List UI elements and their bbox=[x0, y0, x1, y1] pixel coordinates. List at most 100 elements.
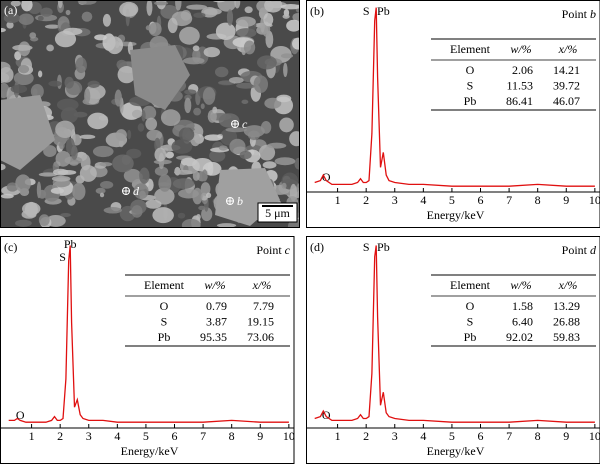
particle bbox=[30, 84, 44, 99]
particle bbox=[253, 75, 269, 94]
particle bbox=[75, 57, 87, 74]
particle bbox=[38, 172, 58, 177]
x-tick-label: 8 bbox=[535, 193, 541, 207]
particle bbox=[239, 150, 252, 160]
particle bbox=[235, 16, 256, 27]
particle bbox=[40, 7, 53, 17]
particle bbox=[14, 51, 22, 61]
point-title: Point b bbox=[562, 7, 596, 21]
particle bbox=[0, 27, 6, 33]
table-cell: O bbox=[466, 299, 475, 313]
particle bbox=[6, 182, 19, 192]
sem-image bbox=[0, 0, 300, 228]
particle bbox=[177, 212, 186, 219]
particle bbox=[209, 149, 226, 162]
particle bbox=[175, 0, 182, 11]
particle bbox=[244, 6, 253, 14]
table-header: Element bbox=[450, 278, 491, 292]
particle bbox=[225, 127, 248, 133]
table-cell: Pb bbox=[464, 330, 477, 344]
particle bbox=[165, 151, 174, 159]
particle bbox=[81, 11, 93, 22]
particle bbox=[106, 36, 124, 55]
particle bbox=[282, 14, 290, 19]
x-tick-label: 9 bbox=[257, 429, 263, 443]
peak-label: Pb bbox=[377, 240, 390, 254]
particle bbox=[126, 148, 142, 159]
particle bbox=[0, 193, 14, 199]
particle bbox=[202, 169, 208, 182]
particle bbox=[264, 97, 282, 109]
spectrum-line bbox=[8, 245, 289, 423]
table-cell: 19.15 bbox=[247, 314, 274, 328]
particle bbox=[14, 219, 32, 227]
particle bbox=[146, 129, 163, 141]
particle bbox=[99, 180, 114, 189]
particle bbox=[203, 8, 222, 16]
x-tick-label: 9 bbox=[563, 193, 569, 207]
particle bbox=[158, 182, 171, 187]
table-cell: Pb bbox=[158, 330, 171, 344]
table-cell: O bbox=[160, 299, 169, 313]
peak-label: O bbox=[16, 408, 25, 422]
particle bbox=[64, 76, 74, 89]
table-header: x/% bbox=[558, 42, 578, 56]
particle bbox=[115, 129, 127, 141]
particle bbox=[63, 27, 83, 36]
spectrum-line bbox=[314, 7, 595, 187]
particle bbox=[174, 169, 193, 175]
particle bbox=[241, 99, 249, 105]
particle bbox=[15, 174, 31, 193]
particle bbox=[119, 1, 139, 17]
particle bbox=[154, 166, 169, 176]
particle bbox=[79, 165, 97, 182]
particle bbox=[69, 161, 79, 166]
table-cell: 39.72 bbox=[553, 78, 580, 92]
panel-border bbox=[0, 0, 300, 228]
table-header: w/% bbox=[204, 278, 225, 292]
x-axis-label: Energy/keV bbox=[427, 208, 485, 222]
particle bbox=[192, 170, 200, 181]
particle bbox=[200, 103, 205, 110]
particle bbox=[192, 187, 203, 205]
particle bbox=[12, 44, 33, 51]
x-tick-label: 3 bbox=[392, 193, 398, 207]
x-tick-label: 7 bbox=[506, 193, 512, 207]
particle bbox=[184, 97, 192, 114]
particle bbox=[181, 218, 201, 228]
point-label: c bbox=[242, 117, 248, 131]
x-tick-label: 1 bbox=[335, 429, 341, 443]
particle bbox=[60, 212, 71, 217]
table-cell: Pb bbox=[464, 94, 477, 108]
particle bbox=[172, 178, 195, 189]
particle bbox=[92, 145, 114, 158]
particle bbox=[55, 150, 71, 167]
particle bbox=[83, 88, 91, 104]
particle bbox=[294, 157, 300, 170]
particle bbox=[256, 55, 277, 70]
particle bbox=[200, 182, 211, 196]
x-tick-label: 6 bbox=[172, 429, 178, 443]
particle bbox=[118, 139, 124, 148]
particle bbox=[167, 17, 178, 34]
particle bbox=[51, 175, 71, 182]
table-cell: S bbox=[161, 314, 168, 328]
particle bbox=[217, 0, 237, 12]
particle bbox=[145, 199, 162, 209]
particle bbox=[236, 28, 257, 38]
panel-label: (b) bbox=[310, 4, 324, 18]
particle bbox=[292, 37, 300, 50]
particle bbox=[0, 95, 55, 170]
x-tick-label: 10 bbox=[589, 429, 600, 443]
peak-label: Pb bbox=[64, 237, 77, 251]
particle bbox=[137, 123, 145, 132]
table-cell: S bbox=[467, 314, 474, 328]
particle bbox=[154, 187, 175, 205]
particle bbox=[43, 145, 57, 158]
particle bbox=[234, 0, 241, 9]
panel-label: (c) bbox=[4, 240, 17, 254]
x-tick-label: 10 bbox=[283, 429, 295, 443]
particle bbox=[48, 80, 62, 87]
particle bbox=[279, 117, 294, 133]
table-cell: 11.53 bbox=[506, 78, 533, 92]
